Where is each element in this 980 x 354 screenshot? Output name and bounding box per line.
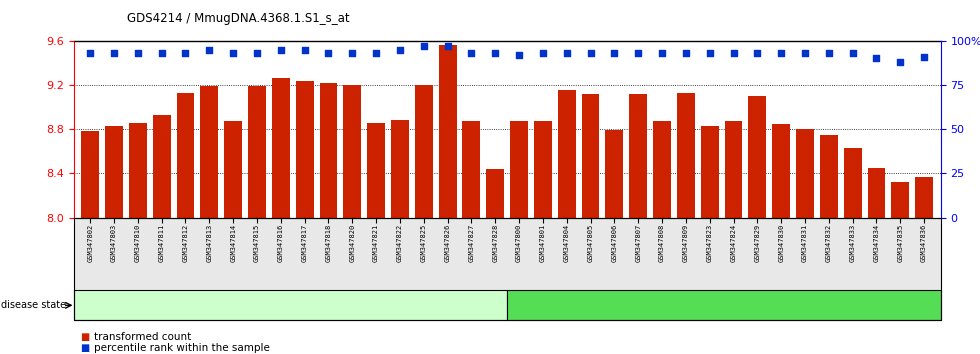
Bar [391, 120, 409, 218]
Point [130, 50, 146, 56]
Point [177, 50, 193, 56]
Bar [296, 80, 314, 218]
Point [845, 50, 860, 56]
Point [106, 50, 122, 56]
Point [607, 50, 622, 56]
Point [416, 43, 431, 49]
Point [249, 50, 265, 56]
Text: disease state: disease state [1, 300, 66, 310]
Point [630, 50, 646, 56]
Bar [248, 86, 266, 218]
Bar [558, 91, 575, 218]
Bar [749, 96, 766, 218]
Point [797, 50, 812, 56]
Bar [486, 169, 504, 218]
Point [750, 50, 765, 56]
Point [440, 43, 456, 49]
Text: SIV encephalitis: SIV encephalitis [679, 300, 768, 310]
Bar [319, 83, 337, 218]
Bar [343, 85, 362, 218]
Bar [176, 93, 194, 218]
Bar [653, 121, 671, 218]
Bar [129, 122, 147, 218]
Point [368, 50, 384, 56]
Point [916, 54, 932, 59]
Bar [606, 130, 623, 218]
Point [583, 50, 599, 56]
Bar [820, 135, 838, 218]
Point [320, 50, 336, 56]
Text: healthy control: healthy control [248, 300, 332, 310]
Point [559, 50, 574, 56]
Bar [153, 115, 171, 218]
Point [535, 50, 551, 56]
Bar [271, 78, 290, 218]
Point [297, 47, 313, 52]
Text: percentile rank within the sample: percentile rank within the sample [94, 343, 270, 353]
Point [392, 47, 408, 52]
Point [202, 47, 218, 52]
Bar [844, 148, 861, 218]
Point [344, 50, 360, 56]
Point [225, 50, 241, 56]
Point [868, 56, 884, 61]
Bar [701, 126, 718, 218]
Bar [915, 177, 933, 218]
Bar [867, 168, 885, 218]
Bar [772, 124, 790, 218]
Point [821, 50, 837, 56]
Bar [368, 122, 385, 218]
Text: transformed count: transformed count [94, 332, 191, 342]
Point [773, 50, 789, 56]
Text: ■: ■ [80, 332, 89, 342]
Point [678, 50, 694, 56]
Point [273, 47, 289, 52]
Bar [534, 121, 552, 218]
Bar [81, 131, 99, 218]
Bar [581, 94, 600, 218]
Bar [511, 121, 528, 218]
Bar [415, 85, 433, 218]
Point [725, 50, 741, 56]
Bar [463, 121, 480, 218]
Bar [724, 121, 743, 218]
Point [893, 59, 908, 65]
Text: GDS4214 / MmugDNA.4368.1.S1_s_at: GDS4214 / MmugDNA.4368.1.S1_s_at [127, 12, 350, 25]
Point [702, 50, 717, 56]
Bar [796, 129, 814, 218]
Bar [200, 86, 219, 218]
Text: ■: ■ [80, 343, 89, 353]
Point [464, 50, 479, 56]
Bar [224, 121, 242, 218]
Bar [629, 94, 647, 218]
Bar [677, 93, 695, 218]
Bar [105, 126, 122, 218]
Point [82, 50, 98, 56]
Bar [892, 182, 909, 218]
Point [487, 50, 503, 56]
Point [154, 50, 170, 56]
Point [512, 52, 527, 58]
Point [655, 50, 670, 56]
Bar [439, 45, 457, 218]
